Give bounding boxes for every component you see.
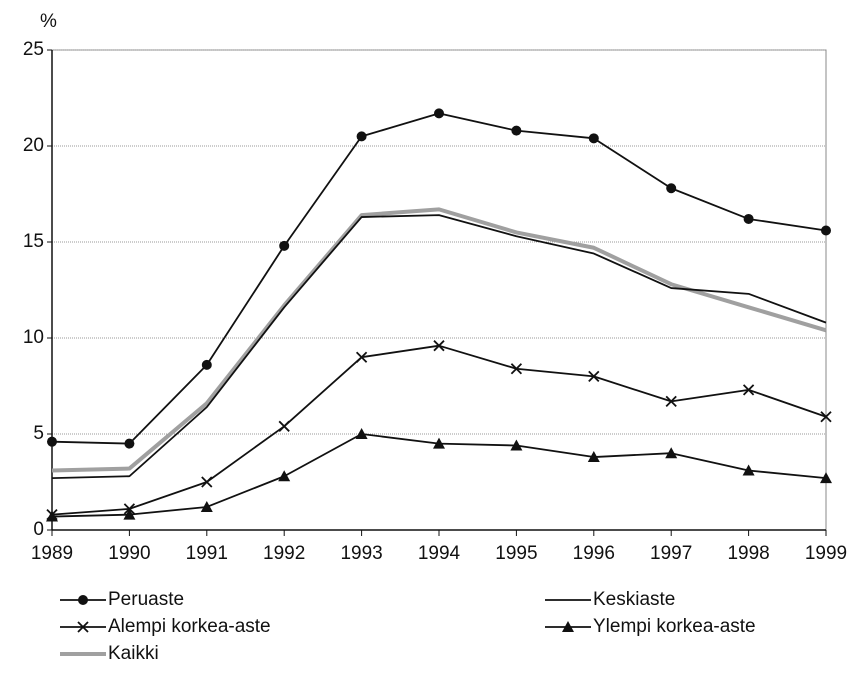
legend-label: Kaikki bbox=[108, 643, 159, 664]
x-tick-label: 1992 bbox=[263, 543, 305, 564]
marker bbox=[666, 183, 677, 194]
marker bbox=[201, 359, 212, 370]
series-line bbox=[51, 344, 827, 516]
marker bbox=[511, 125, 522, 136]
marker bbox=[433, 340, 445, 352]
marker bbox=[434, 108, 444, 119]
marker bbox=[743, 213, 754, 224]
marker bbox=[201, 476, 213, 488]
y-tick-label: 15 bbox=[23, 231, 44, 252]
legend-label: Ylempi korkea-aste bbox=[593, 616, 756, 637]
marker bbox=[278, 470, 291, 482]
legend-label: Peruaste bbox=[108, 589, 184, 610]
marker bbox=[433, 437, 445, 449]
marker bbox=[355, 428, 368, 439]
marker bbox=[820, 472, 832, 484]
x-tick-label: 1997 bbox=[650, 543, 692, 564]
x-tick-label: 1993 bbox=[340, 543, 382, 564]
x-tick-label: 1999 bbox=[805, 543, 847, 564]
marker bbox=[47, 436, 57, 447]
legend-marker bbox=[77, 621, 89, 633]
series-line bbox=[51, 214, 827, 480]
marker bbox=[588, 370, 600, 383]
y-unit: % bbox=[40, 11, 57, 32]
marker bbox=[355, 351, 368, 363]
x-tick-label: 1995 bbox=[495, 543, 537, 564]
y-tick-label: 5 bbox=[33, 423, 44, 444]
y-tick-label: 10 bbox=[23, 327, 44, 348]
y-tick-label: 0 bbox=[33, 519, 44, 540]
series-line bbox=[51, 207, 827, 473]
y-tick-label: 25 bbox=[23, 39, 44, 60]
marker bbox=[588, 133, 599, 144]
plot-frame bbox=[51, 49, 827, 531]
x-tick-label: 1996 bbox=[573, 543, 615, 564]
marker bbox=[510, 439, 523, 451]
marker bbox=[665, 395, 677, 407]
marker bbox=[742, 384, 755, 396]
legend-label: Alempi korkea-aste bbox=[108, 616, 271, 637]
marker bbox=[200, 500, 213, 512]
marker bbox=[356, 131, 367, 142]
marker bbox=[820, 411, 832, 423]
x-tick-label: 1989 bbox=[31, 543, 73, 564]
legend-marker bbox=[78, 595, 88, 605]
marker bbox=[587, 451, 600, 463]
marker bbox=[279, 240, 290, 251]
marker bbox=[278, 420, 290, 432]
x-tick-label: 1998 bbox=[727, 543, 769, 564]
marker bbox=[665, 447, 678, 459]
marker bbox=[742, 464, 755, 476]
x-tick-label: 1990 bbox=[108, 543, 150, 564]
marker bbox=[510, 363, 523, 375]
legend-label: Keskiaste bbox=[593, 589, 675, 610]
marker bbox=[821, 225, 831, 236]
x-tick-label: 1991 bbox=[186, 543, 228, 564]
legend-marker bbox=[562, 621, 574, 632]
x-tick-label: 1994 bbox=[418, 543, 461, 564]
marker bbox=[124, 438, 135, 449]
marker bbox=[123, 508, 136, 520]
series-line bbox=[51, 112, 827, 445]
y-tick-label: 20 bbox=[23, 135, 44, 156]
marker bbox=[46, 510, 58, 522]
